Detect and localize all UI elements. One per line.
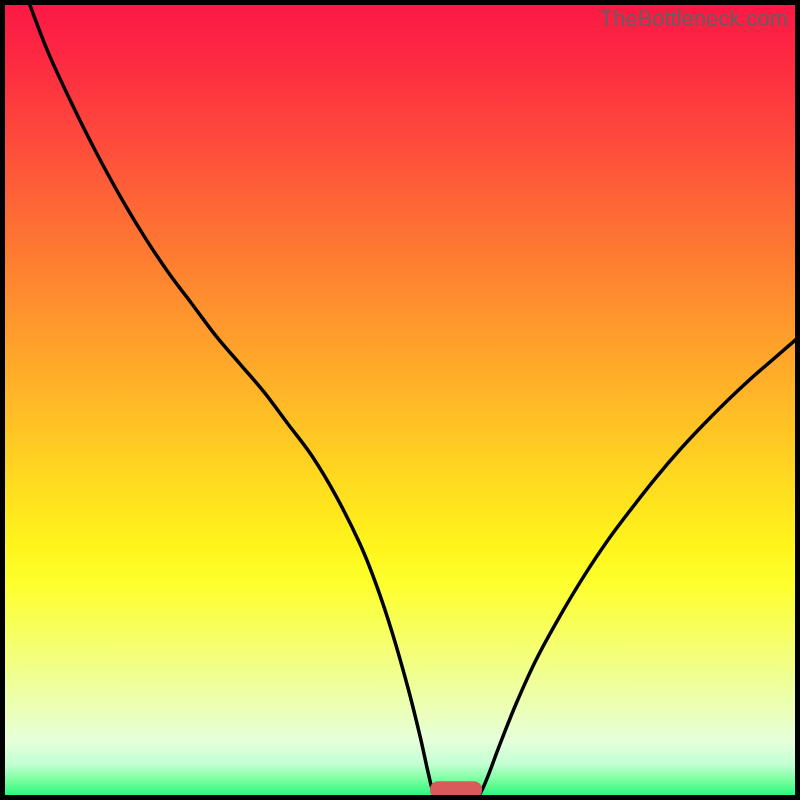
bottleneck-chart: TheBottleneck.com: [0, 0, 800, 800]
attribution-label: TheBottleneck.com: [600, 6, 788, 32]
optimal-marker: [430, 781, 482, 799]
bottleneck-curve: [0, 0, 800, 800]
